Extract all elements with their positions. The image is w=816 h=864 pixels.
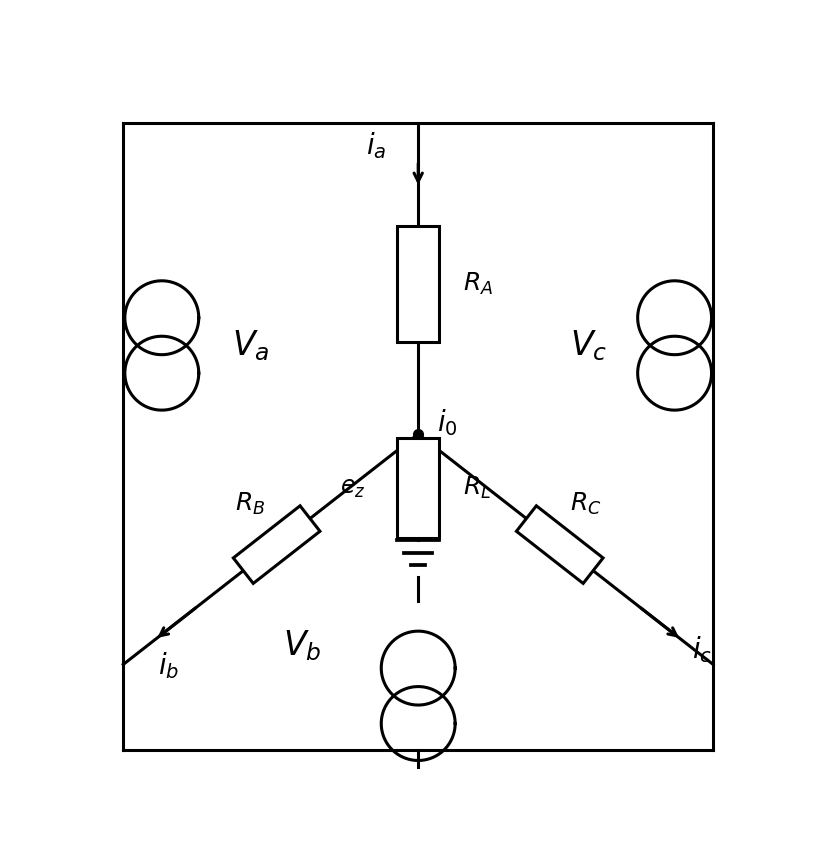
Bar (397, 438, 439, 538)
Text: $R_B$: $R_B$ (235, 491, 266, 517)
Text: $i_b$: $i_b$ (158, 650, 180, 681)
Text: $R_A$: $R_A$ (463, 270, 493, 297)
Bar (397, 226, 439, 341)
Text: $V_b$: $V_b$ (283, 628, 322, 663)
Bar (233, 505, 320, 583)
Text: $e_z$: $e_z$ (340, 476, 366, 500)
Text: $V_a$: $V_a$ (232, 328, 269, 363)
Bar (517, 505, 603, 583)
Text: $R_L$: $R_L$ (463, 475, 491, 501)
Text: $i_0$: $i_0$ (437, 407, 458, 438)
Text: $R_C$: $R_C$ (570, 491, 601, 517)
Text: $V_c$: $V_c$ (570, 328, 608, 363)
Text: $i_c$: $i_c$ (692, 634, 712, 665)
Text: $i_a$: $i_a$ (366, 130, 386, 161)
